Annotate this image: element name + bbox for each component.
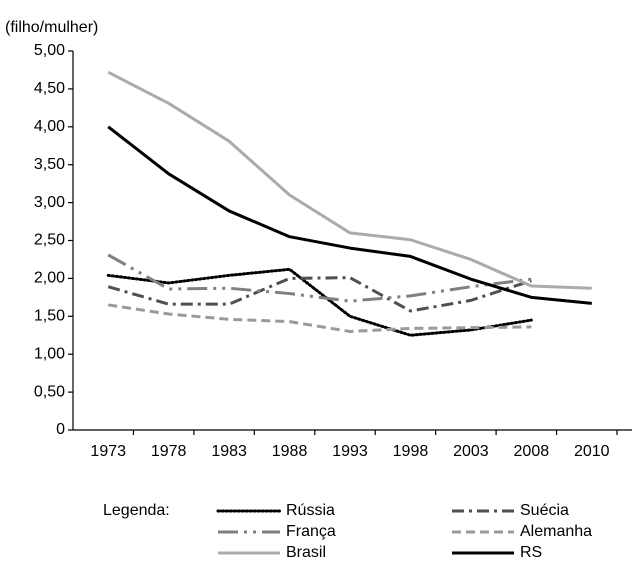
x-tick-label: 1988 [272, 443, 308, 460]
legend-label: Rússia [286, 502, 335, 519]
y-tick-label: 5,00 [34, 42, 65, 59]
series-line [107, 253, 532, 303]
series-line [107, 70, 592, 290]
y-axis-title: (filho/mulher) [5, 19, 98, 36]
y-tick-label: 2,00 [34, 270, 65, 287]
y-tick-label: 1,50 [34, 308, 65, 325]
y-tick-label: 0 [56, 421, 65, 438]
legend-label: Suécia [520, 502, 569, 519]
legend-label: RS [520, 544, 542, 561]
series-line [106, 267, 533, 337]
x-tick-label: 2003 [453, 443, 489, 460]
legend-title: Legenda: [103, 502, 170, 519]
x-tick-label: 2008 [514, 443, 550, 460]
x-tick-label: 1978 [151, 443, 187, 460]
x-tick-label: 2010 [574, 443, 610, 460]
series-line [107, 276, 532, 313]
legend-label: França [286, 523, 336, 540]
x-tick-label: 1983 [211, 443, 247, 460]
legend-label: Alemanha [520, 523, 592, 540]
x-tick-label: 1973 [90, 443, 126, 460]
y-tick-label: 1,00 [34, 345, 65, 362]
y-tick-label: 4,00 [34, 118, 65, 135]
y-tick-label: 2,50 [34, 232, 65, 249]
y-tick-label: 0,50 [34, 383, 65, 400]
x-tick-label: 1998 [393, 443, 429, 460]
y-tick-label: 3,00 [34, 194, 65, 211]
series-line [107, 125, 592, 305]
legend-label: Brasil [286, 544, 326, 561]
series-line [107, 303, 532, 333]
y-tick-label: 3,50 [34, 156, 65, 173]
y-tick-label: 4,50 [34, 80, 65, 97]
x-tick-label: 1993 [332, 443, 368, 460]
